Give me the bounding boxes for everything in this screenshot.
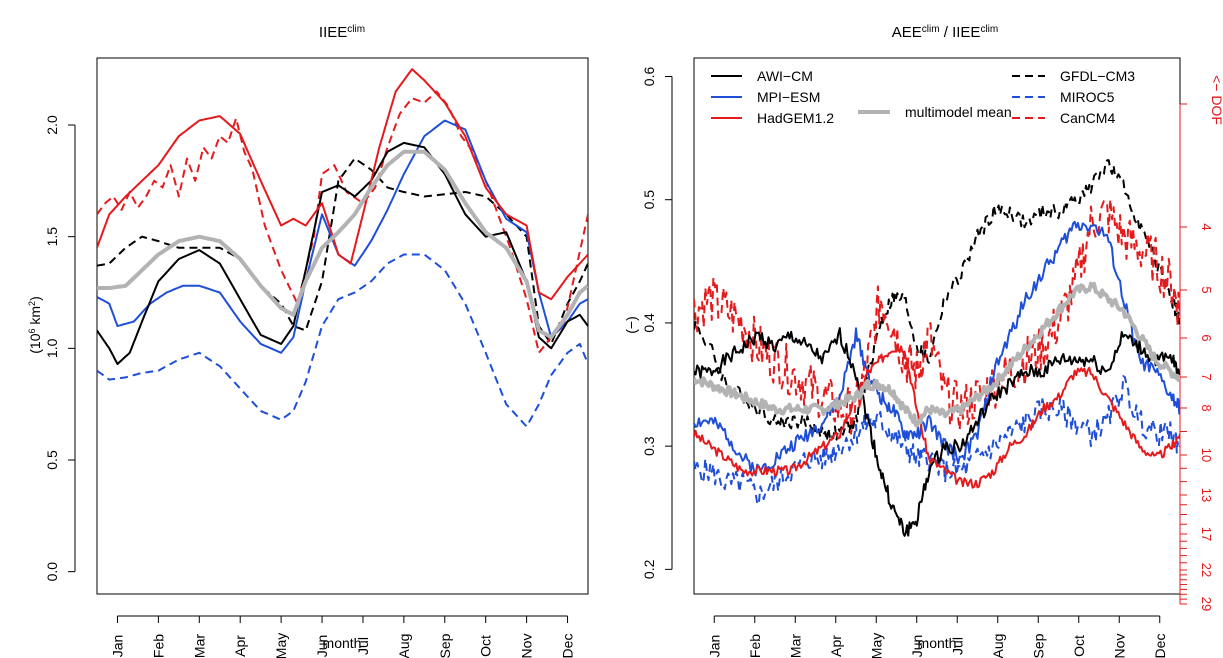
right-title: AEEclim / IIEEclim [892,24,998,42]
right-dof-axis: 4 5 6 7 8 10 13 17 22 29 [1179,103,1214,611]
legend-label: CanCM4 [1060,110,1115,126]
right-x-tick-label: Jan [706,635,722,658]
dof-tick-label: 8 [1199,404,1214,411]
dof-axis-label: <− DOF [1209,75,1223,125]
dof-tick-label: 5 [1199,286,1214,293]
dof-tick-label: 10 [1199,448,1214,462]
series-line-gfdl-cm3 [694,159,1180,442]
right-x-tick-label: Nov [1111,634,1127,658]
series-line-mpi-esm [694,220,1180,477]
left-y-tick-label: 0.5 [44,450,60,470]
dof-tick-label: 22 [1199,563,1214,577]
right-x-tick-label: Sep [1030,633,1046,658]
legend-label: MIROC5 [1060,89,1115,105]
left-y-label: (106 km2) [27,296,43,354]
left-title: IIEEclim [319,24,365,42]
right-x-tick-label: May [868,633,884,658]
right-y-axis: 0.2 0.3 0.4 0.5 0.6 [641,67,673,579]
right-x-tick-label: Jul [949,637,965,655]
left-x-tick-label: Dec [560,634,576,658]
legend-label: multimodel mean [905,104,1012,120]
left-y-tick-label: 2.0 [44,115,60,135]
right-y-tick-label: 0.3 [641,436,657,456]
legend-label: GFDL−CM3 [1060,68,1135,84]
right-series-group [694,159,1180,537]
left-x-axis: Jan Feb Mar Apr May Jun Jul Aug Sep Oct Nov Dec [109,615,576,658]
right-x-tick-label: Aug [990,634,1006,658]
series-line-cancm4 [694,198,1180,435]
right-panel: AEEclim / IIEEclim 0.2 0.3 0.4 0.5 0.6 Jan Fe… [623,24,1223,658]
left-x-tick-label: Oct [478,635,494,657]
legend-label: MPI−ESM [757,89,820,105]
left-y-axis: 0.0 0.5 1.0 1.5 2.0 [44,115,76,582]
left-x-tick-label: Jun [314,635,330,658]
left-x-tick-label: Aug [396,634,412,658]
series-line-hadgem1-2 [97,68,588,301]
left-x-tick-label: Nov [519,634,535,658]
left-y-tick-label: 1.5 [44,227,60,247]
right-x-tick-label: Mar [787,634,803,658]
series-line-mpi-esm [97,119,588,354]
legend-label: AWI−CM [757,68,813,84]
right-y-tick-label: 0.4 [641,313,657,333]
right-y-label: (−) [623,316,639,334]
right-x-tick-label: Apr [828,635,844,657]
series-line-gfdl-cm3 [97,157,588,345]
left-y-tick-label: 0.0 [44,562,60,582]
left-x-label: month [323,635,362,651]
dof-tick-label: 4 [1199,223,1214,230]
left-x-tick-label: Jan [109,635,125,658]
left-series-group [97,68,588,428]
series-line-awi-cm [694,327,1180,537]
dof-tick-label: 29 [1199,597,1214,611]
series-line-multimodel-mean [694,281,1180,428]
left-y-tick-label: 1.0 [44,338,60,358]
left-x-tick-label: Mar [191,634,207,658]
left-plot-frame [96,57,589,595]
right-x-tick-label: Oct [1071,635,1087,657]
right-x-tick-label: Dec [1152,634,1168,658]
right-y-tick-label: 0.6 [641,67,657,87]
series-line-multimodel-mean [97,149,588,340]
left-x-tick-label: Jul [355,637,371,655]
series-line-miroc5 [97,253,588,428]
dof-tick-label: 7 [1199,373,1214,380]
right-y-tick-label: 0.2 [641,559,657,579]
series-line-cancm4 [97,90,588,354]
right-y-tick-label: 0.5 [641,190,657,210]
legend-label: HadGEM1.2 [757,110,834,126]
dof-tick-label: 13 [1199,488,1214,502]
dof-tick-label: 17 [1199,527,1214,541]
series-line-hadgem1-2 [694,345,1180,489]
left-x-tick-label: Apr [232,635,248,657]
legend: AWI−CM MPI−ESM HadGEM1.2 GFDL−CM3 MIROC5 CanC… [711,68,1135,126]
left-x-tick-label: May [273,633,289,658]
left-panel: IIEEclim 0.0 0.5 1.0 1.5 2.0 Jan Feb Mar Apr May… [27,24,589,658]
left-x-tick-label: Sep [437,633,453,658]
dof-tick-label: 6 [1199,334,1214,341]
right-x-axis: Jan Feb Mar Apr May Jun Jul Aug Sep Oct Nov Dec [706,615,1168,658]
right-x-label: month [918,635,957,651]
right-x-tick-label: Feb [747,634,763,658]
right-plot-frame [693,57,1181,595]
left-x-tick-label: Feb [150,634,166,658]
right-x-tick-label: Jun [909,635,925,658]
